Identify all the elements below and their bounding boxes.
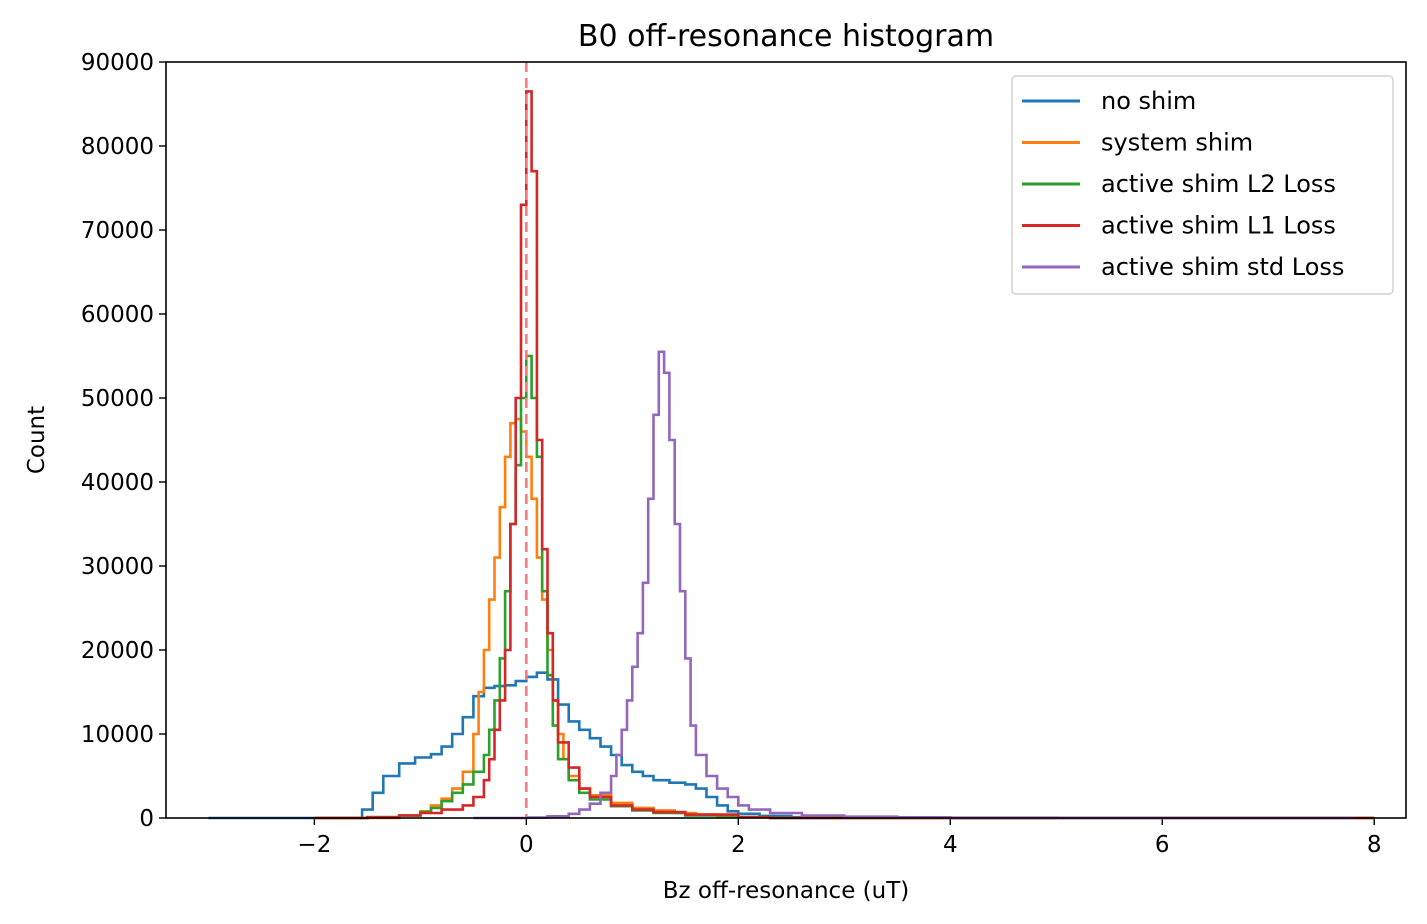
- y-tick-label: 40000: [81, 470, 154, 496]
- y-tick-label: 20000: [81, 638, 154, 664]
- y-axis-label: Count: [24, 406, 50, 474]
- legend-label: active shim L1 Loss: [1101, 212, 1336, 240]
- legend-label: system shim: [1101, 129, 1253, 157]
- series-4-histogram-line: [473, 350, 1353, 820]
- legend-label: active shim std Loss: [1101, 253, 1344, 281]
- x-tick-label: 0: [519, 832, 534, 858]
- legend: no shim system shim active shim L2 Loss act…: [1011, 75, 1394, 295]
- y-tick-label: 90000: [81, 50, 154, 76]
- y-tick-label: 10000: [81, 722, 154, 748]
- y-tick-label: 70000: [81, 218, 154, 244]
- y-tick-label: 0: [139, 806, 154, 832]
- y-tick-label: 30000: [81, 554, 154, 580]
- plot-series: [208, 90, 1375, 820]
- y-tick-label: 60000: [81, 302, 154, 328]
- chart-title: B0 off-resonance histogram: [578, 19, 994, 54]
- axis-ticks: −2 0 2 4 6 8 0 10000 20000 30000 40000 50000 60000 70…: [81, 50, 1382, 858]
- x-tick-label: 8: [1367, 832, 1382, 858]
- legend-box: [1011, 75, 1394, 295]
- series-0-histogram-line: [208, 671, 1353, 820]
- series-3-histogram-line: [314, 90, 1375, 820]
- x-tick-label: 6: [1155, 832, 1170, 858]
- y-tick-label: 50000: [81, 386, 154, 412]
- legend-label: active shim L2 Loss: [1101, 170, 1336, 198]
- legend-label: no shim: [1101, 87, 1196, 115]
- y-tick-label: 80000: [81, 134, 154, 160]
- plot-frame: [165, 61, 1407, 819]
- x-tick-label: −2: [297, 832, 331, 858]
- x-tick-label: 2: [731, 832, 746, 858]
- x-tick-label: 4: [943, 832, 958, 858]
- x-axis-label: Bz off-resonance (uT): [663, 878, 909, 904]
